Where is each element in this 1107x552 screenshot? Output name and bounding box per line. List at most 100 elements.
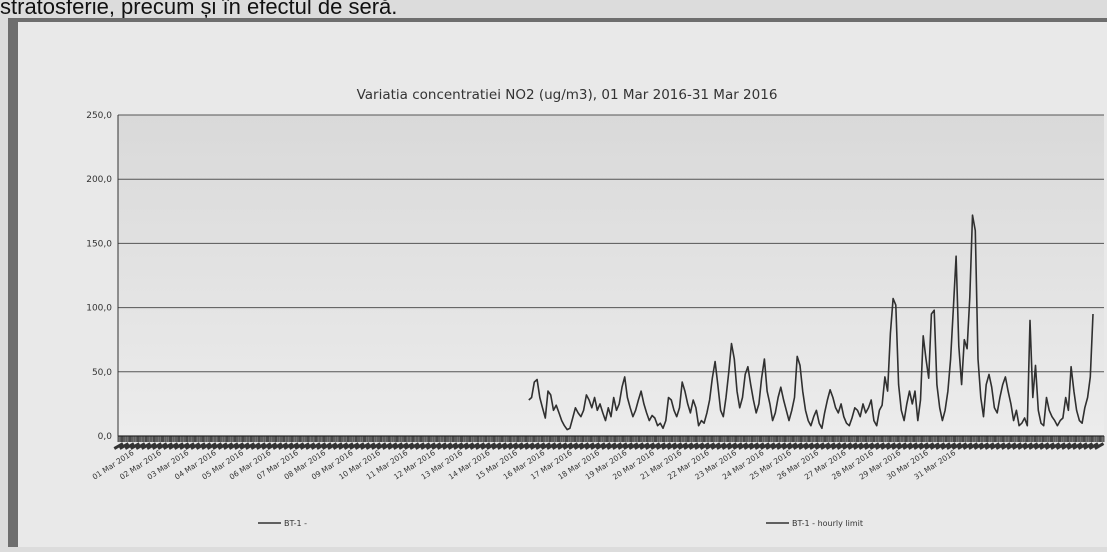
x-tick-label-fragment [1039,442,1050,450]
x-tick-label-fragment [562,442,573,450]
x-tick-label-fragment [694,442,705,450]
x-tick-label-fragment [239,442,250,450]
x-tick-label-fragment [1044,442,1055,450]
x-tick-label-fragment [201,442,212,450]
x-tick-label-fragment [365,442,376,450]
x-tick-label-fragment [475,442,486,450]
x-tick-label-fragment [792,442,803,450]
x-tick-label-fragment [754,442,765,450]
x-tick-label-fragment [1055,442,1066,450]
x-tick-label-fragment [568,442,579,450]
x-tick-label-fragment [277,442,289,450]
x-tick-label-fragment [179,442,190,450]
x-tick-label-fragment [124,442,135,450]
x-tick-label-fragment [507,442,519,450]
x-tick-label-fragment [677,442,688,450]
x-tick-label-fragment [250,442,261,450]
x-tick-label-fragment [381,442,393,450]
x-tick-label-fragment [195,442,206,450]
y-tick-label: 150,0 [86,239,112,249]
x-tick-label-fragment [431,442,442,450]
x-tick-label-fragment [135,442,146,450]
x-tick-label-fragment [836,442,847,450]
x-tick-label-fragment [798,442,809,450]
x-tick-marks [117,436,1105,442]
x-tick-label-fragment [820,442,831,450]
x-tick-label-fragment [486,442,497,450]
x-tick-label-fragment [874,442,886,450]
x-tick-label-fragment [683,442,694,450]
x-tick-label-fragment [349,442,360,450]
x-tick-label-fragment [579,442,590,450]
x-tick-label-fragment [1061,442,1072,450]
x-tick-label-fragment [113,442,124,450]
x-tick-label-fragment [387,442,398,450]
x-tick-label-fragment [332,442,343,450]
x-tick-label-fragment [469,442,480,450]
x-tick-label-fragment [716,442,727,450]
x-tick-label-fragment [524,442,535,450]
legend: BT-1 - BT-1 - hourly limit [258,519,863,528]
x-tick-label-fragment [907,442,918,450]
x-tick-label-fragment [518,442,530,450]
x-tick-label-fragment [968,442,979,450]
x-tick-label-fragment [173,442,184,450]
chart-frame: Variatia concentratiei NO2 (ug/m3), 01 M… [8,18,1107,547]
x-tick-label-fragment [940,442,951,450]
x-tick-label-fragment [858,442,869,450]
x-tick-label-fragment [633,442,645,450]
x-tick-label-fragment [442,442,453,450]
x-tick-label-fragment [458,442,469,450]
x-tick-label-fragment [617,442,628,450]
no2-line-chart: Variatia concentratiei NO2 (ug/m3), 01 M… [86,87,1105,528]
x-tick-label-fragment [732,442,743,450]
y-tick-label: 50,0 [92,368,112,378]
x-tick-label-fragment [759,442,771,450]
x-tick-label-fragment [787,442,798,450]
x-tick-label-fragment [699,442,710,450]
x-tick-label-fragment [705,442,716,450]
x-tick-label-fragment [880,442,891,450]
x-tick-label-fragment [831,442,842,450]
x-tick-label-fragment [338,442,349,450]
x-tick-label-fragment [590,442,601,450]
x-tick-label-fragment [891,442,902,450]
x-tick-label-fragment [935,442,946,450]
x-tick-label-fragment [217,442,228,450]
x-tick-label-fragment [989,442,1001,450]
x-tick-label-fragment [513,442,524,450]
y-tick-label: 250,0 [86,111,112,121]
x-tick-label-fragment [212,442,223,450]
x-tick-label-fragment [151,442,163,450]
y-tick-label: 200,0 [86,175,112,185]
x-tick-label-fragment [162,442,173,450]
series-line-0 [528,214,1094,431]
x-tick-label-fragment [655,442,666,450]
x-tick-label-fragment [847,442,858,450]
x-tick-label-fragment [1066,442,1077,450]
x-tick-label-fragment [973,442,984,450]
legend-label-hourly-limit: BT-1 - hourly limit [792,519,863,528]
x-tick-label-fragment [206,442,217,450]
x-tick-label-fragment [245,442,256,450]
x-tick-label-fragment [529,442,541,450]
x-tick-label-fragment [902,442,913,450]
x-tick-label-fragment [639,442,650,450]
x-tick-label-fragment [255,442,267,450]
x-tick-label-fragment [414,442,425,450]
x-tick-label-fragment [1094,442,1105,450]
x-tick-label-fragment [1077,442,1088,450]
x-tick-label-fragment [929,442,940,450]
x-tick-label-fragment [765,442,776,450]
x-tick-label-fragment [721,442,732,450]
x-tick-label-fragment [1011,442,1023,450]
x-tick-label-fragment [491,442,502,450]
x-tick-label-fragment [995,442,1006,450]
x-tick-label-fragment [184,442,195,450]
x-tick-label-fragment [863,442,875,450]
x-tick-label-fragment [885,442,897,450]
x-tick-label-fragment [781,442,792,450]
x-tick-label-fragment [299,442,310,450]
x-tick-label-fragment [710,442,721,450]
